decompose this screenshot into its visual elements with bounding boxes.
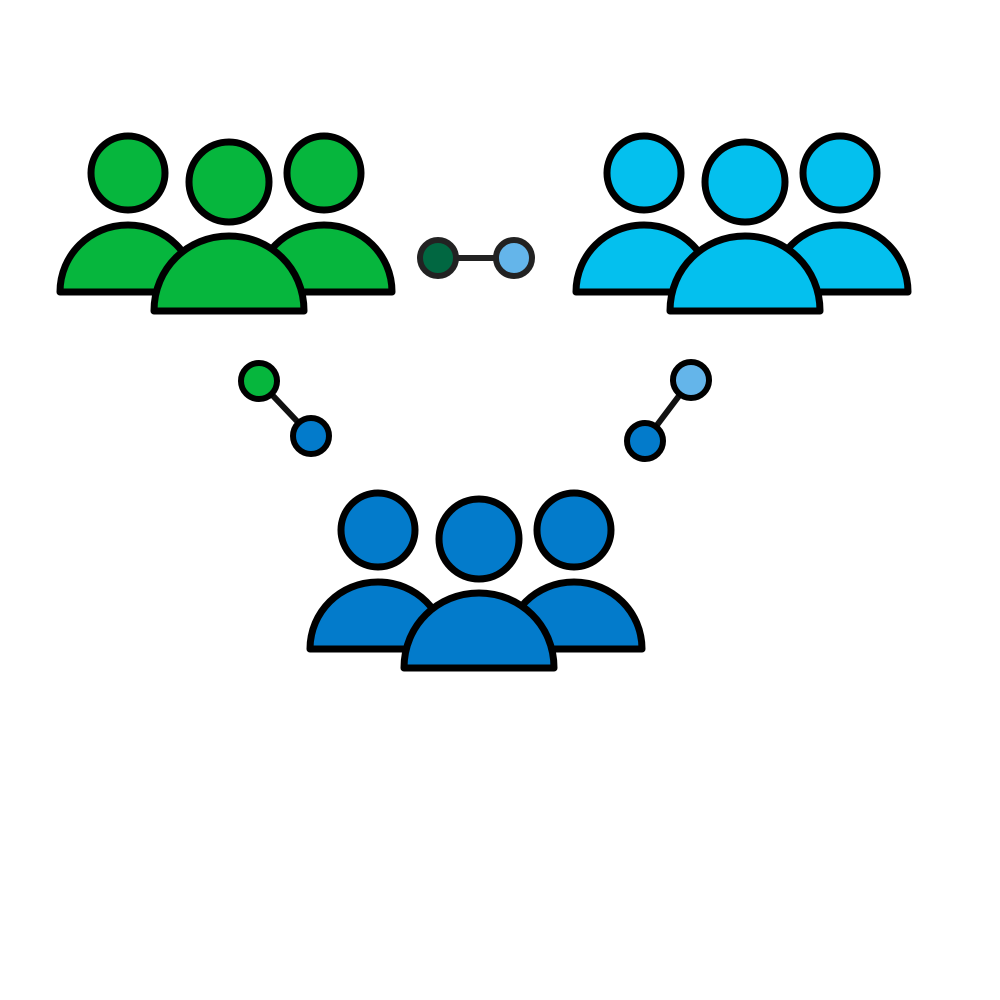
people-group-icon xyxy=(306,489,646,672)
connection-icon xyxy=(238,360,332,457)
connector-node-end xyxy=(624,420,666,462)
connection-icon xyxy=(417,237,535,279)
person-left xyxy=(56,132,200,296)
connection-icon xyxy=(624,359,712,462)
connector-node-end xyxy=(493,237,535,279)
people-group-icon xyxy=(572,132,912,315)
connector-node-end xyxy=(290,415,332,457)
connector-node-start xyxy=(670,359,712,401)
connector-node-start xyxy=(417,237,459,279)
person-center xyxy=(400,495,558,672)
connector-node-start xyxy=(238,360,280,402)
people-group-icon xyxy=(56,132,396,315)
person-center xyxy=(150,138,308,315)
person-center xyxy=(666,138,824,315)
